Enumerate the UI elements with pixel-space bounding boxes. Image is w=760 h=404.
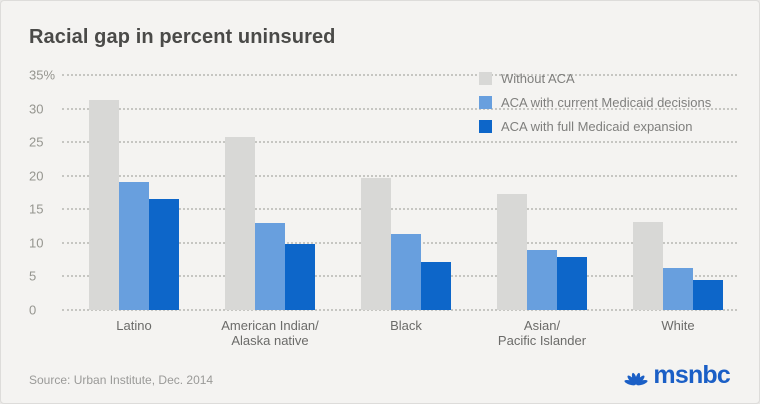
plot-area: 35% 30 25 20 15 10 5 0 — [1, 68, 759, 318]
bar — [119, 182, 149, 310]
bar-group — [89, 100, 179, 310]
bar — [557, 257, 587, 310]
legend-item: ACA with full Medicaid expansion — [479, 114, 711, 138]
y-tick-label: 5 — [29, 268, 37, 284]
y-tick-label: 25 — [29, 134, 44, 150]
gridline — [62, 309, 737, 311]
x-axis-label: Asian/Pacific Islander — [497, 318, 587, 348]
chart-title: Racial gap in percent uninsured — [29, 26, 336, 48]
bar — [421, 262, 451, 310]
source-note: Source: Urban Institute, Dec. 2014 — [29, 373, 214, 387]
legend: Without ACA ACA with current Medicaid dec… — [479, 66, 711, 138]
y-tick-label: 15 — [29, 201, 44, 217]
peacock-icon — [624, 372, 648, 386]
y-tick-label: 0 — [29, 302, 37, 318]
gridline — [62, 208, 737, 211]
brand-logo: msnbc — [624, 361, 731, 390]
gridline — [62, 141, 737, 144]
legend-swatch-icon — [479, 71, 492, 85]
gridline — [62, 107, 737, 110]
x-axis-label: White — [661, 318, 695, 333]
x-axis-label: Black — [390, 318, 422, 333]
legend-label: Without ACA — [501, 70, 575, 86]
bar — [149, 199, 179, 310]
bar — [255, 223, 285, 310]
legend-item: ACA with current Medicaid decisions — [479, 90, 711, 114]
bar — [361, 178, 391, 310]
x-axis-label: Latino — [116, 318, 152, 333]
bar — [89, 100, 119, 310]
y-tick-label: 10 — [29, 235, 44, 251]
bar-group — [633, 222, 723, 310]
legend-item: Without ACA — [479, 66, 711, 90]
bar — [693, 280, 723, 310]
bar — [391, 234, 421, 310]
legend-label: ACA with current Medicaid decisions — [501, 94, 712, 110]
legend-swatch-icon — [479, 95, 492, 109]
gridline — [62, 174, 737, 177]
bar-group — [225, 137, 315, 310]
brand-name: msnbc — [653, 361, 730, 389]
y-tick-label: 20 — [29, 168, 44, 184]
legend-swatch-icon — [479, 119, 492, 133]
bar-group — [497, 194, 587, 310]
bar — [663, 268, 693, 310]
bar — [527, 250, 557, 310]
gridline — [62, 74, 737, 76]
bar-group — [361, 178, 451, 310]
legend-label: ACA with full Medicaid expansion — [501, 118, 693, 134]
bar — [225, 137, 255, 310]
bar — [497, 194, 527, 310]
bar — [633, 222, 663, 310]
y-tick-label: 30 — [29, 101, 44, 117]
bar — [285, 244, 315, 310]
y-tick-label: 35% — [29, 67, 56, 83]
x-axis-label: American Indian/Alaska native — [221, 318, 319, 348]
